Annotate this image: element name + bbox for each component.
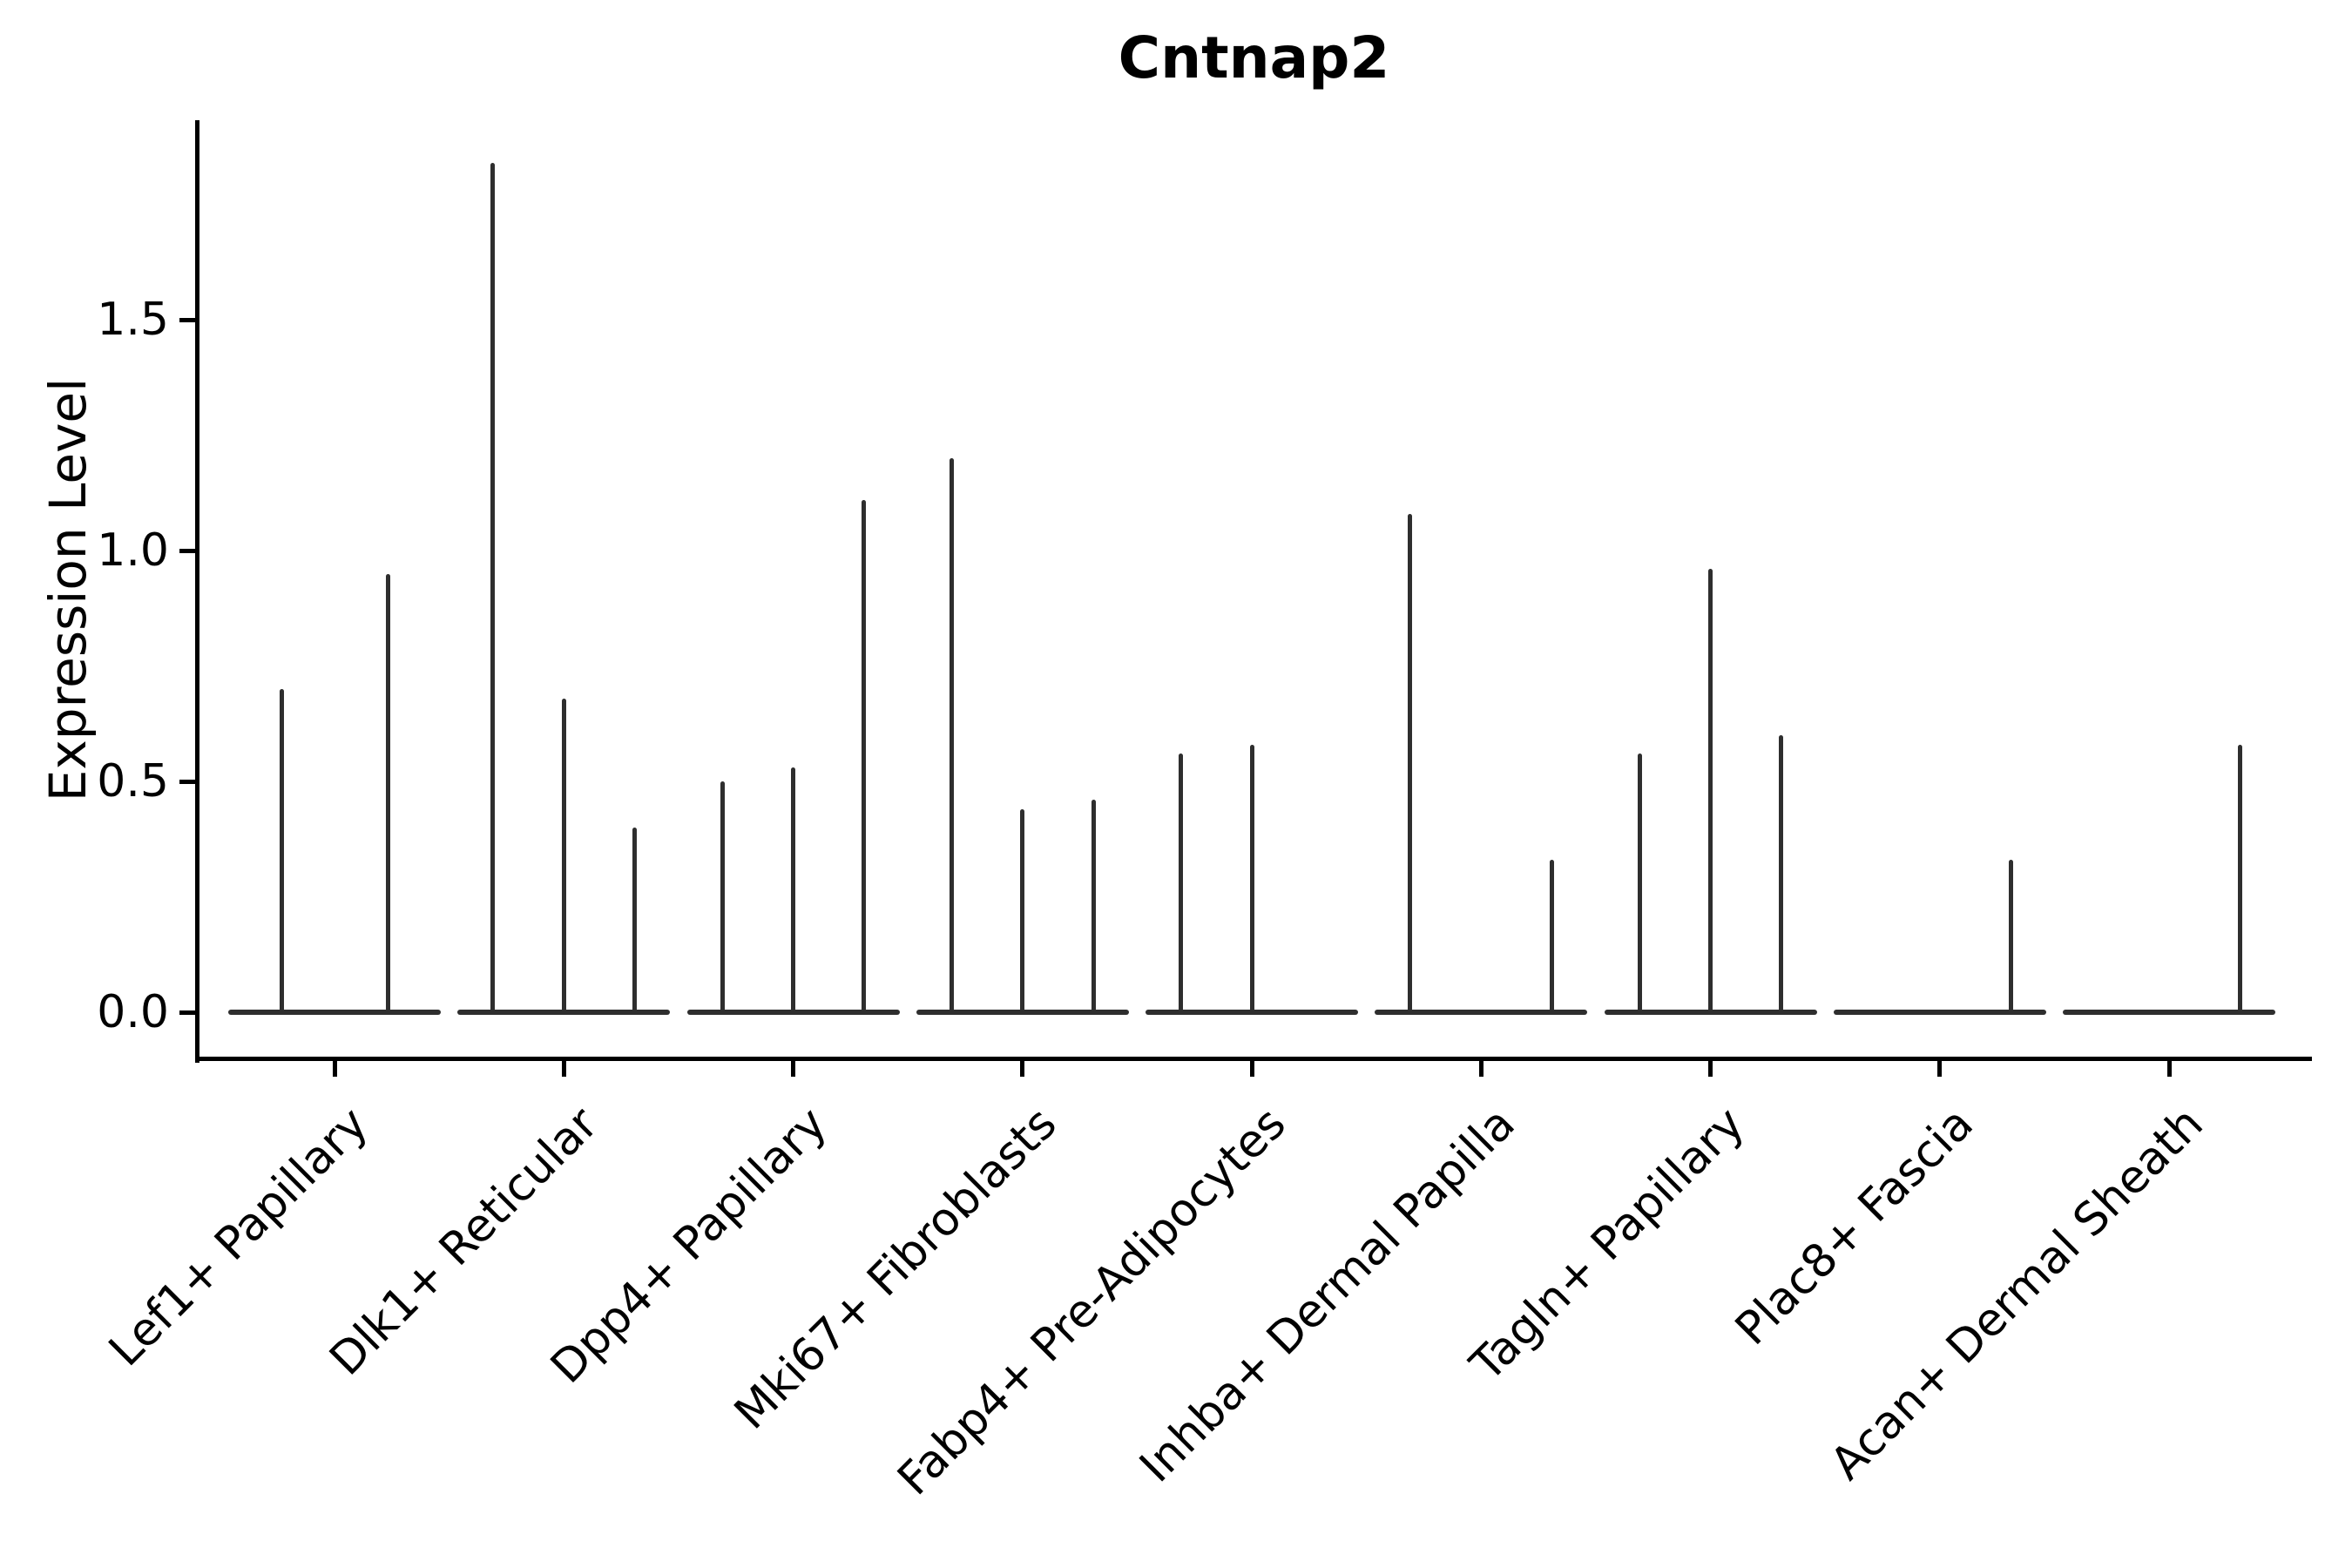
x-tick-mark bbox=[791, 1061, 795, 1077]
x-tick-mark bbox=[561, 1061, 566, 1077]
y-tick-label: 0.5 bbox=[97, 755, 169, 808]
x-tick-mark bbox=[1937, 1061, 1943, 1077]
violin-spike bbox=[949, 458, 954, 1014]
violin-baseline bbox=[1833, 1010, 2046, 1015]
violin-spike bbox=[862, 499, 867, 1014]
violin-spike bbox=[561, 698, 566, 1014]
x-tick-mark bbox=[1708, 1061, 1713, 1077]
violin-baseline bbox=[2063, 1010, 2275, 1015]
y-axis-label: Expression Level bbox=[38, 377, 98, 801]
violin-spike bbox=[2237, 744, 2242, 1014]
violin-spike bbox=[1091, 800, 1096, 1014]
y-tick-mark bbox=[179, 779, 195, 784]
violin-spike bbox=[279, 689, 284, 1014]
violin-spike bbox=[1637, 754, 1642, 1014]
y-axis-spine bbox=[195, 120, 199, 1063]
x-axis-spine bbox=[195, 1057, 2312, 1061]
y-tick-mark bbox=[179, 548, 195, 553]
x-tick-mark bbox=[1020, 1061, 1025, 1077]
x-tick-mark bbox=[2166, 1061, 2172, 1077]
violin-spike bbox=[2008, 860, 2013, 1014]
violin-spike bbox=[385, 573, 390, 1014]
y-tick-label: 1.0 bbox=[97, 524, 169, 577]
x-tick-label: Inhba+ Dermal Papilla bbox=[1130, 1098, 1525, 1493]
x-tick-label: Acan+ Dermal Sheath bbox=[1820, 1098, 2213, 1490]
y-tick-mark bbox=[179, 1010, 195, 1015]
violin-spike bbox=[1020, 808, 1025, 1014]
violin-spike bbox=[1779, 735, 1784, 1014]
x-tick-label: Fabp4+ Pre-Adipocytes bbox=[888, 1098, 1296, 1506]
x-tick-mark bbox=[1478, 1061, 1484, 1077]
violin-spike bbox=[1550, 860, 1555, 1014]
violin-spike bbox=[1408, 513, 1413, 1014]
x-tick-mark bbox=[332, 1061, 337, 1077]
violin-spike bbox=[1249, 744, 1254, 1014]
y-tick-mark bbox=[179, 317, 195, 322]
violin-spike bbox=[1708, 569, 1713, 1014]
y-tick-label: 1.5 bbox=[97, 294, 169, 346]
violin-spike bbox=[1179, 754, 1184, 1014]
chart-title: Cntnap2 bbox=[1118, 24, 1390, 91]
x-tick-label: Plac8+ Fascia bbox=[1726, 1098, 1984, 1355]
x-tick-mark bbox=[1249, 1061, 1254, 1077]
violin-spike bbox=[720, 781, 725, 1014]
violin-baseline bbox=[228, 1010, 441, 1015]
y-tick-label: 0.0 bbox=[97, 986, 169, 1038]
violin-baseline bbox=[1375, 1010, 1588, 1015]
violin-spike bbox=[490, 162, 496, 1014]
violin-spike bbox=[632, 828, 638, 1014]
violin-spike bbox=[791, 767, 795, 1014]
